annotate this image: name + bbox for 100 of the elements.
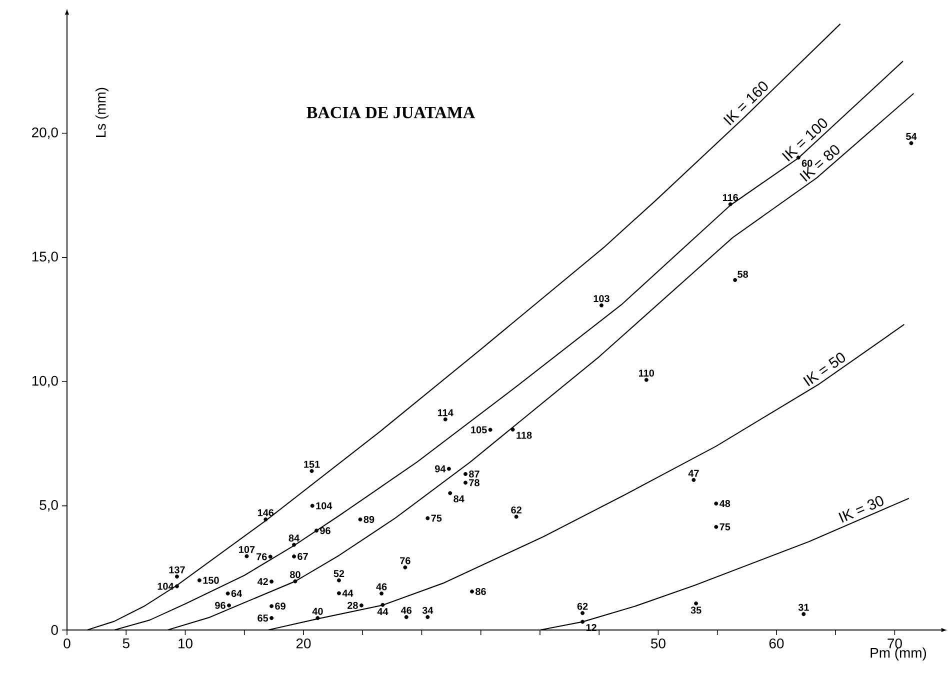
point [426,516,430,520]
point [336,578,341,582]
annotation: 151 [304,460,320,468]
point [316,616,320,620]
x-tick-label: 10 [178,638,192,648]
annotation: 58 [738,270,748,278]
point [403,565,408,570]
point [443,417,448,422]
annotation: 64 [231,590,242,598]
point [292,554,296,558]
annotation: 76 [400,557,410,564]
point [197,578,202,582]
point [599,303,604,308]
y-axis-title: Ls (mm) [95,88,108,137]
annotation: 35 [690,606,702,614]
annotation: 104 [316,502,332,510]
point [733,278,738,282]
point [463,472,468,476]
point [580,611,585,616]
annotation: 75 [720,523,730,530]
annotation: 150 [203,576,219,584]
point [310,469,314,474]
annotation: 69 [275,602,286,610]
point [310,504,314,508]
annotation: 116 [722,194,738,202]
annotation: 28 [347,602,358,609]
point [714,524,718,529]
y-tick-label: 10,0 [32,376,58,388]
x-tick-label: 50 [651,638,666,648]
point [404,615,408,620]
point [226,591,230,596]
point [264,517,268,522]
point [268,554,272,559]
point [728,202,732,206]
annotation: 54 [906,133,917,140]
annotation: 76 [256,553,267,560]
point [293,579,298,584]
annotation: 42 [257,578,268,586]
point [314,528,318,533]
annotation: 44 [342,590,354,597]
point [470,590,474,594]
x-tick-label: 60 [769,638,784,648]
point [174,584,179,588]
annotation: 87 [468,470,480,478]
point [580,620,585,624]
annotation: 80 [290,571,300,578]
annotation: 60 [802,160,812,167]
point [488,428,492,432]
point [226,603,231,608]
annotation: 114 [438,409,454,416]
point [692,478,696,482]
point [380,591,384,596]
annotation: 107 [239,546,255,554]
annotation: 48 [720,500,730,508]
y-tick-label: 15,0 [32,252,58,264]
point [448,491,452,496]
annotation: 118 [516,432,532,439]
annotation: 110 [638,370,654,377]
annotation: 34 [422,606,434,614]
point [909,141,914,146]
annotation: 65 [258,614,268,622]
y-tick-label: 5,0 [40,500,58,512]
annotation: 146 [258,509,274,516]
point [380,602,385,607]
point [270,604,274,608]
point [292,542,296,547]
annotation: 78 [469,479,480,486]
annotation: 31 [798,604,809,611]
point [510,428,515,432]
annotation: 62 [511,506,522,514]
point [336,591,341,596]
point [426,615,430,620]
x-tick-label: 70 [888,638,902,648]
annotation: 46 [400,606,412,614]
annotation: 137 [169,566,185,574]
y-tick-label: 0 [51,625,58,635]
x-axis-title: Pm (mm) [870,648,926,661]
annotation: 67 [298,552,308,560]
point [694,601,698,606]
point [270,580,274,584]
annotation: 84 [454,495,464,502]
annotation: 44 [377,608,388,615]
y-tick-label: 20,0 [32,127,58,139]
point [358,517,362,522]
point [244,554,249,558]
point [463,480,468,485]
text: IK = 160 [723,82,768,126]
annotation: 103 [594,295,610,302]
annotation: 47 [688,470,699,477]
annotation: 62 [577,602,588,610]
point [446,466,451,471]
x-tick-label: 20 [296,638,311,648]
annotation: 52 [334,570,344,578]
annotation: 86 [475,588,486,596]
annotation: 104 [158,582,174,590]
annotation: 96 [215,602,226,609]
point [174,574,179,579]
annotation: 105 [471,426,487,434]
annotation: 46 [376,583,387,590]
point [802,612,806,616]
